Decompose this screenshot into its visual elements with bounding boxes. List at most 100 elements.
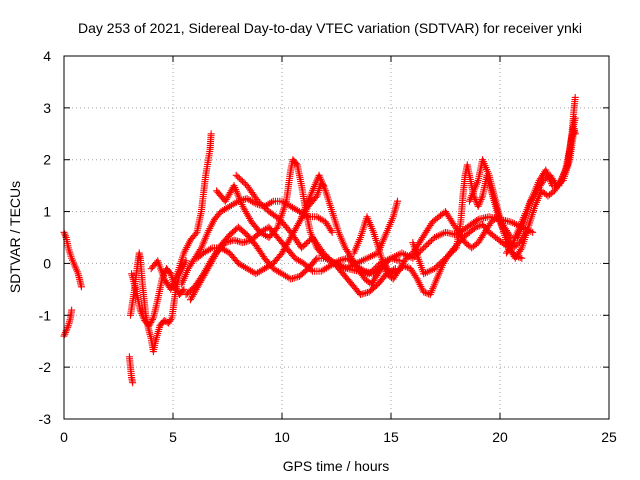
data-point	[321, 251, 329, 259]
data-point	[451, 245, 459, 253]
data-point	[432, 263, 440, 271]
data-point	[517, 246, 525, 254]
series-arc-18	[513, 125, 579, 241]
data-point	[445, 251, 453, 259]
data-point	[173, 286, 181, 294]
data-point	[418, 245, 426, 253]
data-point	[160, 316, 168, 324]
data-point	[427, 236, 435, 244]
chart-title: Day 253 of 2021, Sidereal Day-to-day VTE…	[78, 20, 582, 36]
data-point	[473, 216, 481, 224]
data-point	[237, 176, 245, 184]
data-point	[412, 273, 420, 281]
x-tick-label: 15	[383, 429, 399, 445]
series-arc-5	[128, 265, 188, 330]
data-point	[420, 244, 428, 252]
data-point	[312, 256, 320, 264]
x-tick-label: 0	[60, 429, 68, 445]
data-point	[302, 239, 310, 247]
data-point	[327, 256, 335, 264]
data-point	[138, 311, 146, 319]
data-point	[476, 199, 484, 207]
series-arc-1	[60, 228, 85, 291]
data-point	[477, 195, 485, 203]
x-axis-label: GPS time / hours	[283, 458, 390, 474]
data-point	[370, 265, 378, 273]
y-tick-label: 3	[43, 100, 51, 116]
data-point	[166, 269, 174, 277]
data-point	[304, 238, 312, 246]
data-point	[472, 223, 480, 231]
data-point	[437, 259, 445, 267]
data-point	[449, 247, 457, 255]
data-point	[475, 201, 483, 209]
data-point	[234, 173, 242, 181]
data-point	[446, 250, 454, 258]
data-point	[172, 284, 180, 292]
data-point	[328, 228, 336, 236]
data-point	[518, 254, 526, 262]
y-tick-label: 1	[43, 204, 51, 220]
data-point	[474, 202, 482, 210]
series-arc-13	[298, 171, 526, 299]
data-point	[394, 197, 402, 205]
data-point	[146, 320, 154, 328]
data-point	[63, 325, 71, 333]
data-point	[365, 270, 373, 278]
data-point	[207, 130, 215, 138]
data-point	[260, 203, 268, 211]
data-point	[262, 205, 270, 213]
data-point	[148, 317, 156, 325]
data-point	[426, 238, 434, 246]
data-point	[235, 174, 243, 182]
data-point	[129, 379, 137, 387]
data-point	[434, 262, 442, 270]
data-point	[238, 177, 246, 185]
data-point	[180, 285, 188, 293]
data-point	[403, 263, 411, 271]
data-point	[424, 239, 432, 247]
data-point	[319, 249, 327, 257]
y-tick-label: 4	[43, 48, 51, 64]
series-arc-6	[147, 130, 215, 293]
data-point	[257, 200, 265, 208]
data-point	[443, 253, 451, 261]
data-point	[326, 255, 334, 263]
y-tick-label: -3	[39, 411, 52, 427]
y-tick-label: 2	[43, 152, 51, 168]
data-point	[256, 199, 264, 207]
data-point	[571, 93, 579, 101]
y-tick-label: 0	[43, 255, 51, 271]
x-tick-label: 10	[274, 429, 290, 445]
data-point	[292, 160, 300, 168]
data-point	[145, 322, 153, 330]
data-point	[192, 230, 200, 238]
data-point	[323, 252, 331, 260]
data-point	[232, 171, 240, 179]
data-point	[196, 246, 204, 254]
data-point	[136, 306, 144, 314]
data-point	[423, 241, 431, 249]
data-point	[139, 313, 147, 321]
x-tick-label: 25	[601, 429, 617, 445]
data-point	[529, 228, 537, 236]
data-point	[301, 241, 309, 249]
data-point	[440, 256, 448, 264]
data-point	[508, 240, 516, 248]
data-point	[268, 198, 276, 206]
data-point	[298, 244, 306, 252]
series-arc-3	[125, 353, 137, 387]
data-point	[324, 254, 332, 262]
data-point	[240, 179, 248, 187]
y-axis-label: SDTVAR / TECUs	[7, 181, 23, 293]
data-point	[474, 222, 482, 230]
data-point	[137, 308, 145, 316]
axis-ticks: 0 5 10 15 20 25 -3 -2 -1 0 1 2 3 4	[39, 48, 617, 445]
data-point	[448, 248, 456, 256]
data-point	[423, 289, 431, 297]
data-point	[307, 266, 315, 274]
data-point	[327, 227, 335, 235]
data-point	[259, 202, 267, 210]
data-point	[477, 221, 485, 229]
